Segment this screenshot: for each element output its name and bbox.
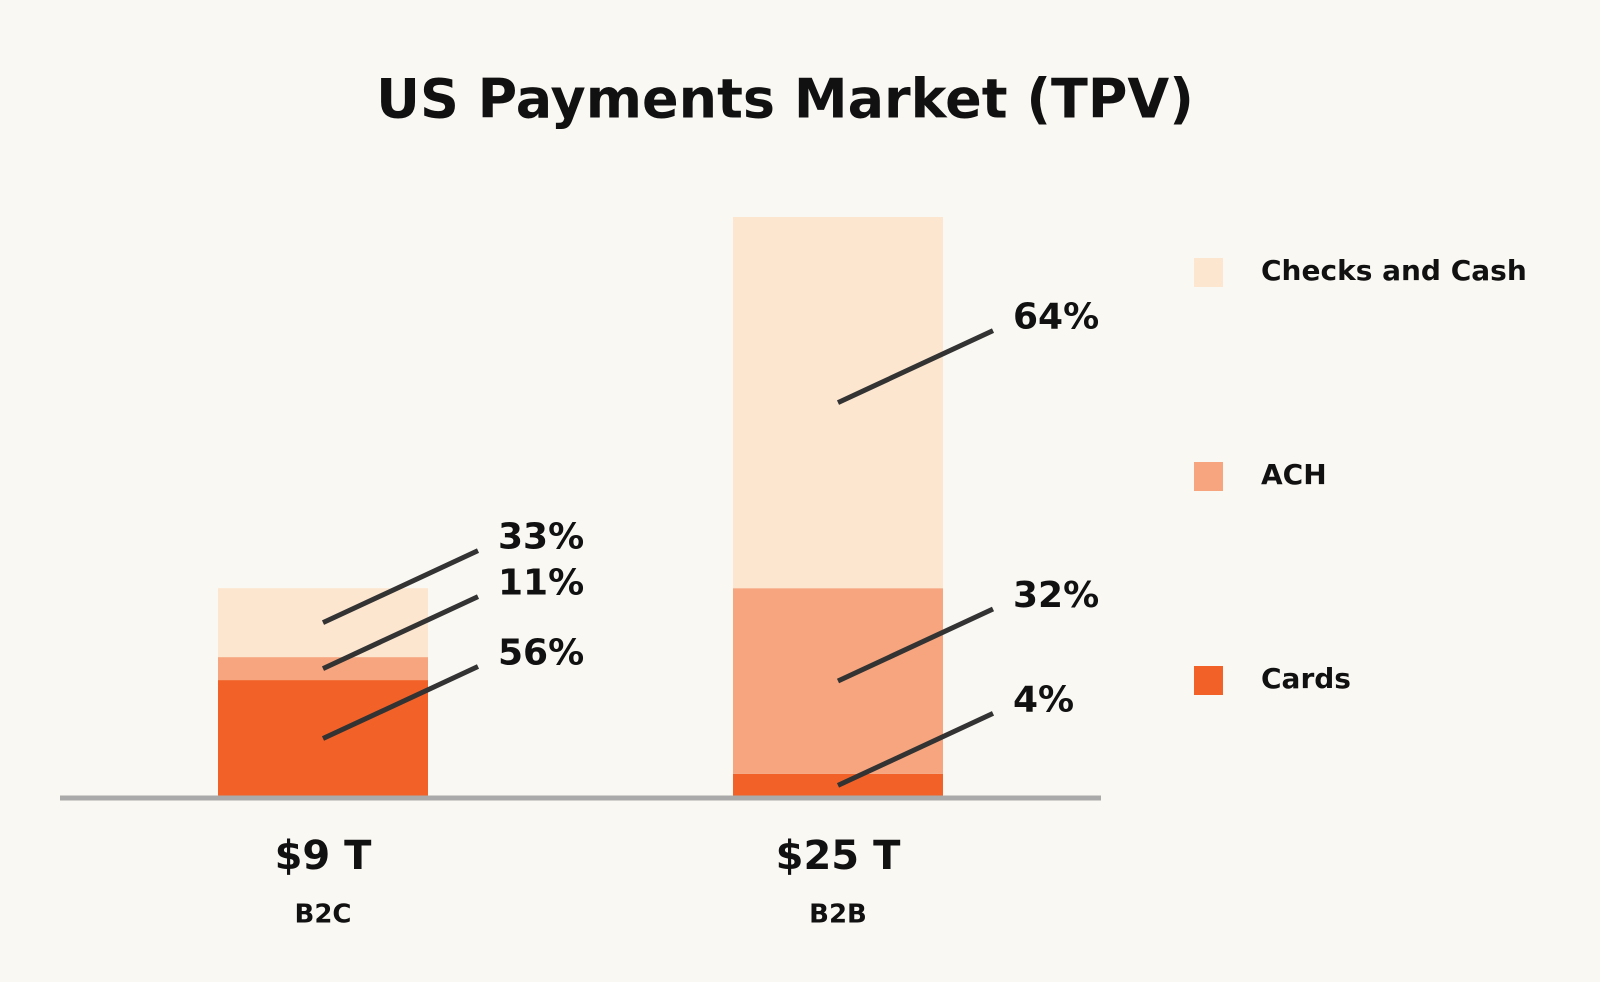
value-label: 56% — [498, 633, 584, 674]
category-label: B2C — [295, 900, 352, 930]
legend-swatch — [1194, 258, 1223, 287]
total-label: $9 T — [275, 833, 373, 879]
leader-line — [836, 711, 995, 788]
leader-line — [836, 328, 995, 405]
value-label: 32% — [1013, 575, 1099, 616]
total-label: $25 T — [776, 833, 901, 879]
legend-label: ACH — [1261, 458, 1327, 491]
value-label: 4% — [1013, 679, 1074, 720]
leader-line — [321, 664, 480, 741]
leader-line — [321, 548, 480, 625]
leader-line — [321, 594, 480, 671]
category-label: B2B — [809, 900, 867, 930]
value-label: 11% — [498, 563, 584, 604]
leader-line — [836, 606, 995, 684]
value-label: 64% — [1013, 297, 1099, 338]
legend-swatch — [1194, 462, 1223, 491]
chart-title: US Payments Market (TPV) — [376, 68, 1194, 131]
legend-label: Cards — [1261, 662, 1351, 695]
value-label: 33% — [498, 517, 584, 558]
legend-swatch — [1194, 666, 1223, 695]
legend-label: Checks and Cash — [1261, 254, 1527, 287]
